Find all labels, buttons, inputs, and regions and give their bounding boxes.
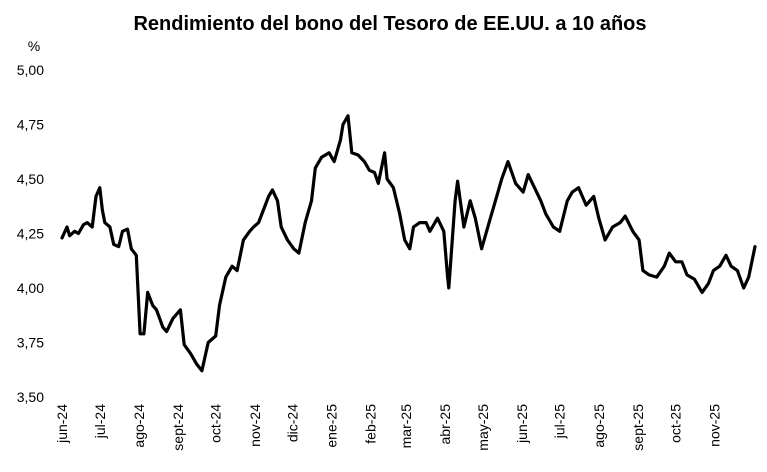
x-tick-label: ago-25 (591, 404, 607, 448)
series-line (60, 114, 757, 373)
y-tick-label: 3,50 (17, 389, 44, 405)
y-axis-ticks: 3,50 3,75 4,00 4,25 4,50 4,75 5,00 (17, 62, 44, 405)
x-tick-label: ago-24 (131, 404, 147, 448)
x-tick-label: feb-25 (363, 404, 379, 444)
chart-title: Rendimiento del bono del Tesoro de EE.UU… (133, 13, 646, 35)
y-tick-label: 3,75 (17, 335, 44, 351)
x-tick-label: ene-25 (324, 404, 340, 448)
x-tick-label: may-25 (475, 404, 491, 451)
x-tick-label: nov-24 (247, 404, 263, 447)
x-tick-label: mar-25 (398, 404, 414, 449)
x-tick-label: abr-25 (437, 404, 453, 445)
x-tick-label: sept-25 (630, 404, 646, 451)
x-tick-label: jul-24 (92, 404, 108, 439)
x-tick-label: oct-25 (668, 404, 684, 443)
x-axis-ticks: jun-24 jul-24 ago-24 sept-24 oct-24 nov-24 dic… (54, 404, 723, 451)
x-tick-label: dic-24 (285, 404, 301, 442)
y-tick-label: 4,25 (17, 226, 44, 242)
x-tick-label: jun-24 (54, 404, 70, 444)
y-tick-label: 4,50 (17, 171, 44, 187)
y-tick-label: 4,75 (17, 117, 44, 133)
y-tick-label: 5,00 (17, 62, 44, 78)
x-tick-label: sept-24 (170, 404, 186, 451)
y-axis-unit-label: % (28, 38, 40, 54)
y-tick-label: 4,00 (17, 280, 44, 296)
x-tick-label: jul-25 (552, 404, 568, 439)
x-tick-label: nov-25 (707, 404, 723, 447)
x-tick-label: jun-25 (514, 404, 530, 444)
x-tick-label: oct-24 (208, 404, 224, 443)
